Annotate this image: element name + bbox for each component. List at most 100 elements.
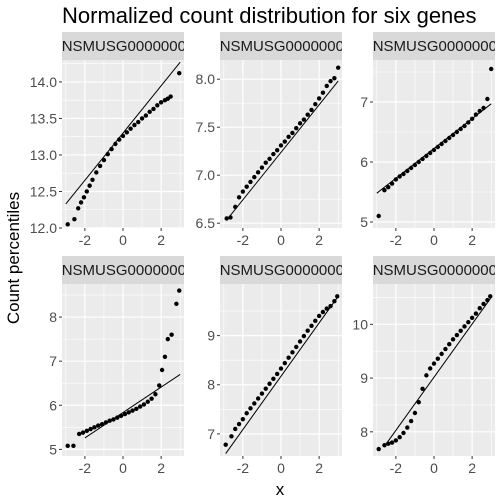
x-tick-label: 2 (468, 232, 476, 248)
y-tick-label: 7.0 (196, 167, 216, 183)
x-tick-label: -2 (79, 460, 92, 476)
y-tick-label: 5 (49, 441, 57, 457)
data-point (155, 103, 160, 108)
y-tick-label: 13.5 (30, 110, 57, 126)
data-point (405, 425, 410, 430)
data-point (469, 116, 475, 122)
facet-5: ENSMUSG00000000 -2 0 2 7 8 9 (207, 256, 353, 476)
x-tick-label: -2 (390, 232, 403, 248)
data-point (233, 426, 238, 432)
data-point (107, 418, 112, 423)
data-point (141, 402, 147, 407)
facet-strip (220, 32, 342, 60)
data-point (458, 328, 463, 333)
data-point (236, 195, 242, 200)
data-point (99, 422, 105, 427)
facet-strip (373, 256, 495, 284)
data-point (147, 109, 152, 115)
data-point (286, 134, 291, 139)
reference-line (229, 80, 339, 217)
data-point (324, 306, 329, 311)
data-point (143, 113, 149, 118)
data-point (267, 156, 272, 162)
data-point (320, 90, 326, 95)
x-tick-label: -2 (237, 460, 250, 476)
data-point (84, 189, 89, 194)
x-tick-label: 0 (430, 460, 438, 476)
facet-strip-label: ENSMUSG00000000 (52, 262, 195, 279)
data-point (105, 152, 110, 157)
data-point (168, 94, 173, 99)
data-point (443, 346, 448, 352)
facet-panels: ENSMUSG00000000-2 0 212.012.513.013.514.0 E… (30, 32, 504, 476)
facet-strip (373, 32, 495, 60)
facet-strip (62, 32, 184, 60)
x-tick-label: 2 (315, 460, 323, 476)
data-point (252, 174, 257, 180)
data-point (255, 170, 261, 175)
data-point (427, 150, 433, 156)
data-point (309, 107, 314, 113)
data-point (137, 404, 143, 409)
facet-strip-label: ENSMUSG00000000 (210, 262, 353, 279)
data-point (174, 301, 179, 307)
data-point (481, 105, 486, 111)
data-point (259, 391, 265, 396)
data-point (332, 76, 337, 81)
data-point (120, 133, 126, 139)
data-point (240, 189, 246, 194)
data-point (473, 112, 479, 117)
y-tick-label: 7 (360, 94, 368, 110)
data-point (454, 129, 460, 135)
data-point (313, 318, 318, 324)
data-point (477, 305, 482, 311)
facet-strip-label: ENSMUSG00000000 (363, 38, 504, 55)
data-point (177, 288, 182, 293)
data-point (488, 294, 493, 299)
data-point (244, 411, 249, 416)
data-point (397, 434, 402, 440)
data-point (301, 333, 307, 339)
data-point (335, 294, 340, 299)
data-point (259, 165, 265, 170)
data-point (132, 122, 137, 128)
data-point (157, 383, 162, 388)
data-point (151, 106, 156, 112)
data-point (224, 216, 229, 221)
data-point (236, 421, 242, 427)
data-point (294, 125, 299, 131)
facet-1: ENSMUSG00000000 -2 0 2 12.0 12.5 13.0 13.5 14.0 (30, 32, 184, 248)
y-tick-label: 7 (49, 353, 57, 369)
data-point (462, 324, 467, 329)
data-point (397, 174, 402, 179)
data-point (424, 153, 429, 159)
data-point (454, 332, 460, 338)
data-point (84, 428, 89, 434)
data-point (401, 171, 406, 177)
data-point (488, 66, 494, 72)
data-point (290, 350, 295, 355)
data-point (96, 423, 101, 428)
data-point (162, 354, 168, 359)
data-point (92, 425, 97, 430)
data-point (439, 141, 444, 147)
data-point (412, 162, 418, 168)
data-point (485, 297, 490, 303)
x-tick-label: 2 (315, 232, 323, 248)
data-point (431, 147, 437, 153)
x-tick-label: -2 (237, 232, 250, 248)
reference-line (84, 373, 181, 439)
x-tick-label: -2 (390, 460, 403, 476)
data-point (111, 417, 116, 422)
data-point (116, 137, 122, 142)
x-tick-label: 0 (119, 460, 127, 476)
data-point (473, 311, 479, 316)
data-point (424, 373, 429, 378)
y-tick-label: 6.5 (196, 215, 216, 231)
data-point (305, 112, 310, 117)
x-tick-label: 2 (157, 232, 165, 248)
data-point (305, 328, 310, 333)
y-tick-label: 8.0 (196, 71, 216, 87)
data-point (405, 168, 410, 174)
data-point (240, 416, 246, 422)
